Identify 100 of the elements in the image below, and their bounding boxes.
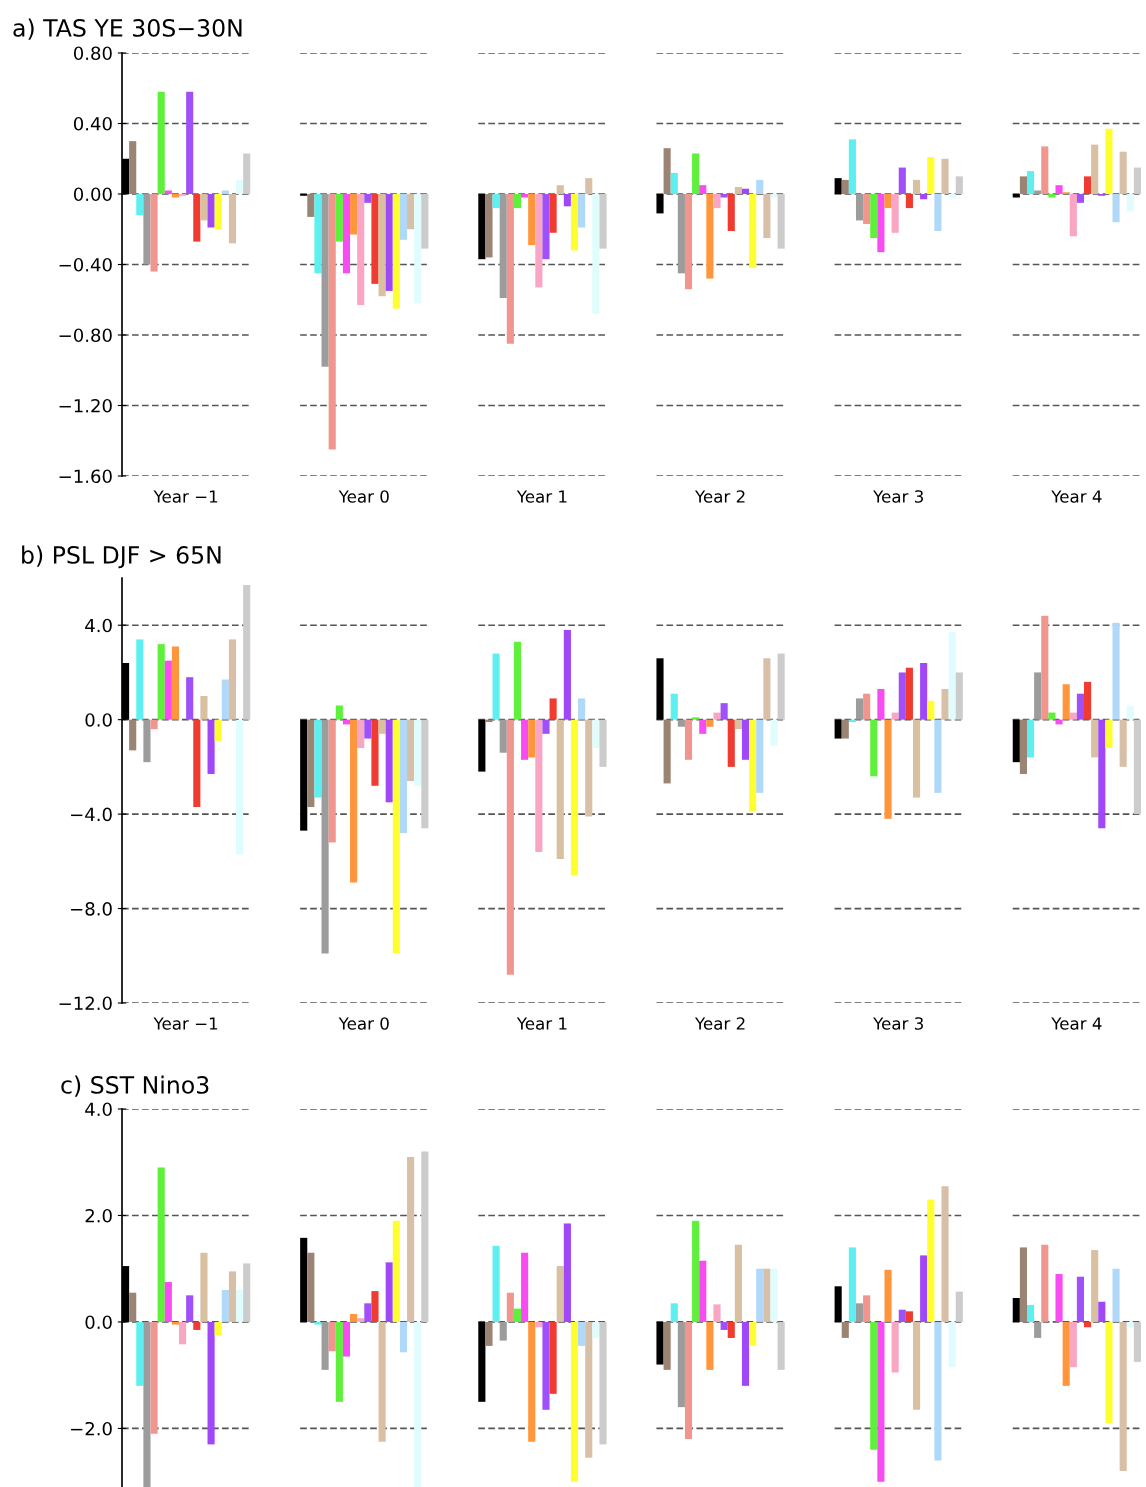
bar (1091, 144, 1099, 194)
bar (734, 719, 742, 730)
bar (335, 1321, 343, 1402)
bar (171, 194, 180, 198)
bar (378, 194, 386, 297)
bar (884, 719, 892, 819)
y-tick-label: −8.0 (71, 902, 112, 916)
bar (1062, 1321, 1070, 1386)
bar (214, 194, 222, 230)
bar (684, 194, 693, 290)
bar (542, 1321, 550, 1410)
bar (763, 658, 771, 720)
bar (521, 194, 529, 198)
bar (350, 719, 358, 883)
bar (912, 719, 921, 798)
bar (585, 1321, 593, 1458)
bar (228, 1271, 237, 1322)
bar (542, 719, 550, 734)
y-tick-label: −2.0 (71, 1421, 112, 1436)
bar (599, 194, 607, 249)
bar (143, 1321, 151, 1487)
bar (770, 1268, 778, 1322)
bar (692, 153, 700, 194)
bar (164, 1282, 172, 1322)
bar (521, 1252, 529, 1322)
bar (670, 1303, 678, 1322)
bar (656, 194, 664, 214)
bar (741, 1321, 750, 1386)
bar (749, 194, 757, 269)
bar (670, 693, 678, 720)
bar (214, 719, 222, 741)
bar (656, 1321, 664, 1365)
bar (200, 696, 208, 720)
x-tick-label: Year 1 (516, 1017, 567, 1030)
bar (684, 719, 693, 760)
bar (136, 1321, 144, 1386)
bar (1048, 712, 1056, 720)
chart-title: c) SST Nino3 (61, 1075, 209, 1097)
bar (920, 194, 928, 200)
bar (535, 1321, 543, 1328)
y-tick-label: −4.0 (71, 807, 112, 822)
bar (307, 719, 315, 808)
bar (848, 139, 856, 194)
bar (549, 698, 557, 720)
bar (314, 1321, 322, 1325)
bar (221, 1290, 229, 1322)
bar (328, 719, 336, 843)
bar (677, 194, 685, 274)
bar (1055, 185, 1063, 194)
bar (884, 194, 892, 209)
bar (1083, 681, 1092, 720)
bar (692, 717, 700, 720)
bar (563, 194, 571, 207)
bar (421, 719, 429, 829)
bar (692, 1220, 700, 1322)
bar (321, 1321, 329, 1370)
bar (670, 172, 678, 194)
bar (236, 179, 244, 194)
bar (1012, 719, 1020, 763)
bar (143, 194, 151, 265)
bar (1133, 167, 1141, 194)
bar (756, 1268, 764, 1322)
bar (200, 194, 208, 221)
bar (720, 194, 728, 198)
bar (300, 1237, 308, 1322)
bar (221, 190, 229, 194)
bar (877, 1321, 885, 1482)
bar (1012, 1298, 1020, 1322)
bar (1119, 719, 1127, 767)
chart-title: b) PSL DJF > 65N (22, 545, 221, 569)
bar (863, 693, 871, 720)
bar (150, 1321, 158, 1434)
bar (706, 1321, 714, 1370)
bar (841, 179, 849, 194)
bar (357, 194, 365, 306)
bar (563, 1223, 571, 1322)
bar (492, 1245, 500, 1322)
bar (777, 1321, 785, 1370)
bar (855, 1303, 864, 1322)
bar (699, 1260, 707, 1322)
bar (578, 1321, 586, 1346)
bar (1083, 1321, 1092, 1328)
bar (663, 719, 671, 784)
bar (478, 719, 486, 772)
bar (129, 1292, 137, 1322)
x-tick-label: Year 0 (338, 1017, 389, 1030)
bar (1034, 190, 1042, 194)
bar (955, 672, 963, 720)
y-tick-label: 2.0 (85, 1208, 112, 1223)
bar (927, 1199, 935, 1322)
bar (421, 1151, 429, 1322)
bar (1012, 194, 1020, 198)
bar (150, 194, 158, 272)
bar (585, 178, 593, 194)
bar (570, 1321, 579, 1482)
bar (570, 194, 579, 251)
bar (407, 719, 415, 782)
bar (214, 1321, 222, 1336)
bar (663, 148, 671, 194)
bar (863, 1295, 871, 1322)
